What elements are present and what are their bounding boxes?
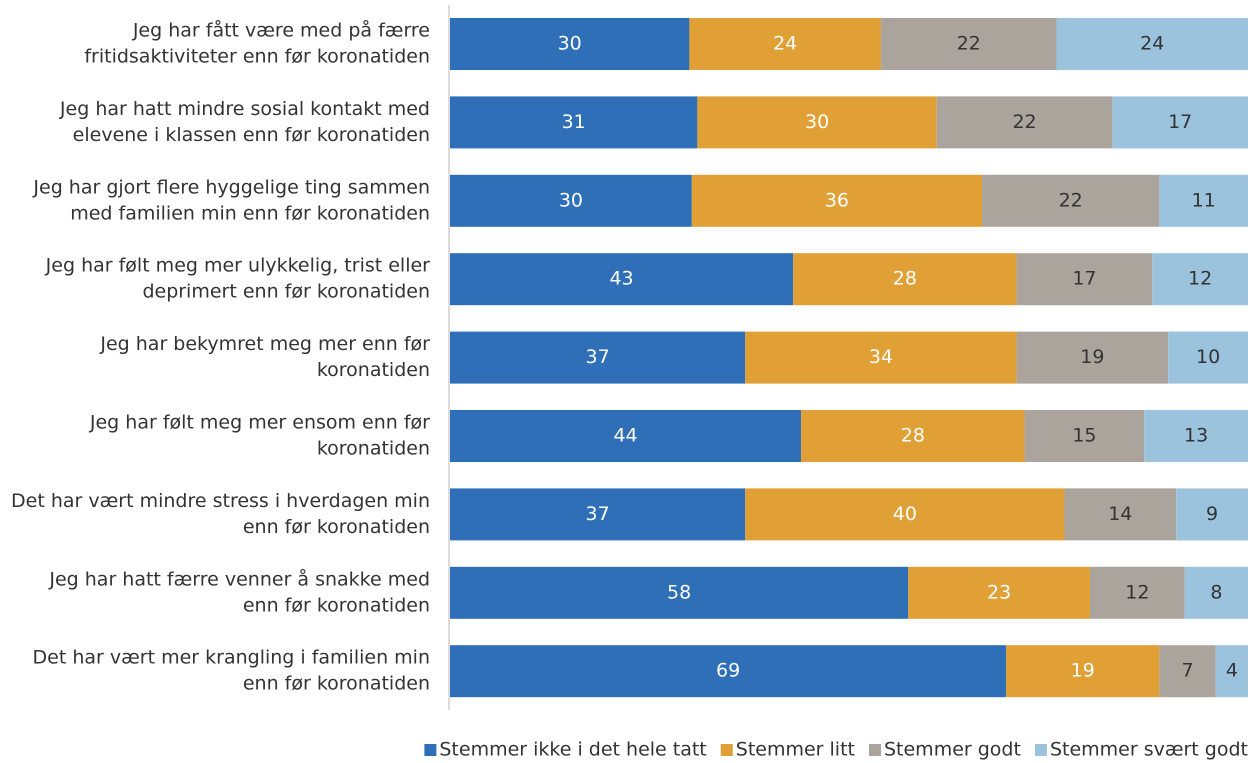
data-label: 30 [805,111,829,133]
legend-swatch [720,744,733,756]
bar-segment [450,331,746,384]
bar-segment [1006,645,1160,698]
data-label: 24 [773,33,797,55]
bar-segment [1159,645,1216,698]
bar-segment [982,174,1160,227]
bar-segment [450,253,794,306]
legend-label: Stemmer litt [736,739,855,761]
category-label: med familien min enn før koronatiden [70,202,430,224]
bar-segment [1144,410,1248,462]
bar-segment [1168,331,1248,384]
category-label: Det har vært mer krangling i familien mi… [33,647,430,669]
data-label: 12 [1125,581,1149,603]
bar-segment [450,174,692,227]
bar-segment [1016,253,1153,306]
data-label: 44 [613,425,637,447]
category-label: Jeg har hatt mindre sosial kontakt med [59,98,430,120]
data-label: 22 [1059,189,1083,211]
category-label: koronatiden [317,359,430,381]
bar-segment [450,566,909,619]
bar-segment [745,488,1065,541]
data-label: 8 [1210,581,1222,603]
data-label: 37 [586,346,610,368]
category-label: koronatiden [317,438,430,460]
bar-segment [450,645,1007,698]
bar-segment [450,18,690,70]
data-label: 13 [1184,425,1208,447]
bar-segment [1215,645,1248,698]
legend-swatch [1034,744,1047,756]
data-label: 69 [716,660,740,682]
data-label: 23 [987,581,1011,603]
bar-segment [1176,488,1248,541]
data-label: 30 [559,189,583,211]
legend-swatch [868,744,881,756]
category-label: Jeg har hatt færre venner å snakke med [48,567,430,590]
bar-segment [450,96,698,149]
data-label: 19 [1080,346,1104,368]
bar-segment [1184,566,1248,619]
bar-segment [697,96,937,149]
data-label: 31 [562,111,586,133]
category-label: Jeg har følt meg mer ensom enn før [89,412,430,434]
data-label: 14 [1108,503,1132,525]
data-label: 4 [1226,660,1238,682]
data-label: 28 [901,425,925,447]
data-label: 58 [667,581,691,603]
category-label: enn før koronatiden [243,594,430,616]
bar-segment [793,253,1017,306]
category-label: fritidsaktiviteter enn før koronatiden [84,46,430,68]
bar-segment [1159,174,1248,227]
category-label: elevene i klassen enn før koronatiden [73,124,430,146]
bar-segment [745,331,1017,384]
bar-segment [936,96,1113,149]
bar-segment [1112,96,1248,149]
bar-segment [689,18,881,70]
bar-segment [1024,410,1145,462]
bar-segment [1089,566,1185,619]
legend-swatch [424,744,437,756]
legend-label: Stemmer ikke i det hele tatt [439,739,706,761]
category-label: deprimert enn før koronatiden [142,281,430,303]
data-label: 24 [1140,33,1164,55]
data-label: 15 [1072,425,1096,447]
category-label: Det har vært mindre stress i hverdagen m… [11,490,430,512]
data-label: 36 [825,189,849,211]
data-label: 43 [609,268,633,290]
data-label: 7 [1181,660,1193,682]
bar-segment [880,18,1057,70]
data-label: 12 [1188,268,1212,290]
bar-segment [801,410,1025,462]
category-label: Jeg har gjort flere hyggelige ting samme… [32,176,430,198]
category-label: enn før koronatiden [243,673,430,695]
category-label: enn før koronatiden [243,516,430,538]
bar-segment [1152,253,1248,306]
legend-label: Stemmer godt [884,739,1021,761]
data-label: 28 [893,268,917,290]
legend-label: Stemmer svært godt [1050,739,1248,761]
data-label: 30 [558,33,582,55]
category-label: Jeg har følt meg mer ulykkelig, trist el… [45,255,431,277]
data-label: 17 [1072,268,1096,290]
category-label: Jeg har bekymret meg mer enn før [99,333,430,355]
data-label: 37 [586,503,610,525]
data-label: 11 [1192,189,1216,211]
data-label: 10 [1196,346,1220,368]
data-label: 22 [957,33,981,55]
data-label: 9 [1206,503,1218,525]
category-label: Jeg har fått være med på færre [132,19,430,42]
bar-segment [450,488,746,541]
data-label: 22 [1012,111,1036,133]
data-label: 34 [869,346,893,368]
data-label: 19 [1071,660,1095,682]
bar-segment [1064,488,1177,541]
bar-segment [450,410,802,462]
bar-segment [691,174,982,227]
bar-segment [1056,18,1248,70]
data-label: 40 [893,503,917,525]
bar-segment [908,566,1090,619]
bar-segment [1016,331,1169,384]
data-label: 17 [1168,111,1192,133]
